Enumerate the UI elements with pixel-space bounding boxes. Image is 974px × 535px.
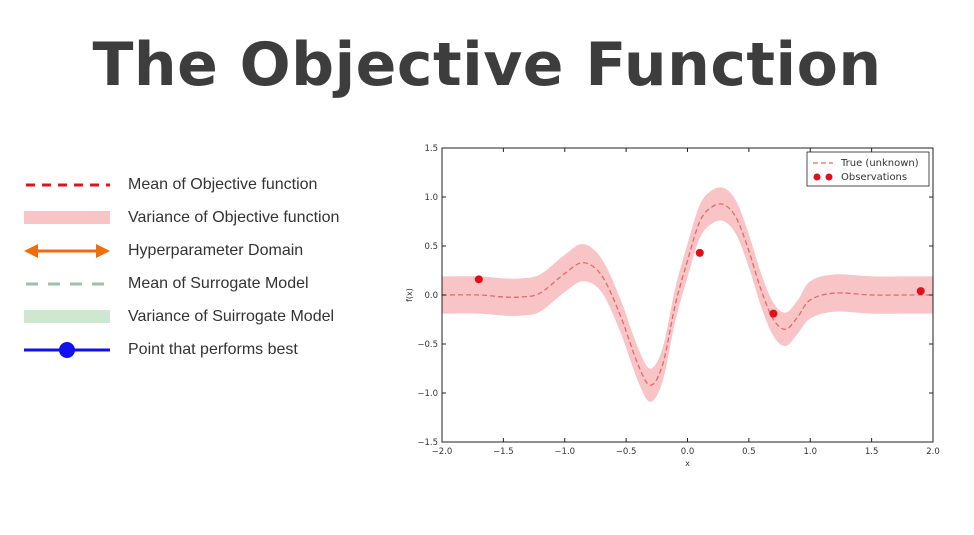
x-tick-label: −0.5 xyxy=(616,447,637,457)
legend-label: Variance of Suirrogate Model xyxy=(128,308,335,325)
legend-label: Point that performs best xyxy=(128,341,298,358)
y-tick-label: −0.5 xyxy=(417,340,438,350)
objective-function-chart: −2.0 −1.5 −1.0 −0.5 0.0 0.5 1.0 1.5 2.01.51.00.5… xyxy=(405,144,940,468)
y-tick-label: −1.5 xyxy=(417,438,438,448)
observation-point xyxy=(916,287,925,296)
legend-label: Variance of Objective function xyxy=(128,209,340,226)
observation-point xyxy=(769,309,778,318)
y-axis-label: f(x) xyxy=(405,288,414,302)
orange-double-arrow-icon xyxy=(24,244,110,258)
green-dashed-line-icon xyxy=(26,282,110,286)
pink-band-icon xyxy=(24,211,110,224)
plot-legend-label: Observations xyxy=(841,172,907,183)
legend-dot-icon xyxy=(825,173,833,181)
legend-dot-icon xyxy=(813,173,821,181)
slide-title: The Objective Function xyxy=(92,30,882,100)
y-tick-label: −1.0 xyxy=(417,389,438,399)
x-axis-label: x xyxy=(685,459,690,468)
x-tick-label: 1.0 xyxy=(803,447,817,457)
observation-point xyxy=(695,248,704,257)
blue-point-line-icon xyxy=(24,342,110,358)
y-tick-label: 1.5 xyxy=(424,144,438,154)
x-tick-label: 0.5 xyxy=(742,447,756,457)
x-tick-label: −2.0 xyxy=(432,447,453,457)
red-dashed-line-icon xyxy=(26,183,110,187)
y-tick-label: 0.0 xyxy=(424,291,438,301)
legend-label: Mean of Surrogate Model xyxy=(128,275,309,292)
y-tick-label: 1.0 xyxy=(424,193,438,203)
variance-band xyxy=(442,187,933,402)
true-function-line xyxy=(441,203,933,386)
plot-legend-box xyxy=(806,151,930,187)
x-tick-label: −1.5 xyxy=(493,447,514,457)
x-tick-label: 0.0 xyxy=(681,447,695,457)
x-tick-label: 2.0 xyxy=(926,447,940,457)
observation-point xyxy=(474,275,483,284)
legend-label: Mean of Objective function xyxy=(128,176,318,193)
green-band-icon xyxy=(24,310,110,323)
plot-legend-label: True (unknown) xyxy=(840,158,919,169)
x-tick-label: 1.5 xyxy=(865,447,879,457)
legend-label: Hyperparameter Domain xyxy=(128,242,304,259)
y-tick-label: 0.5 xyxy=(424,242,438,252)
x-tick-label: −1.0 xyxy=(554,447,575,457)
